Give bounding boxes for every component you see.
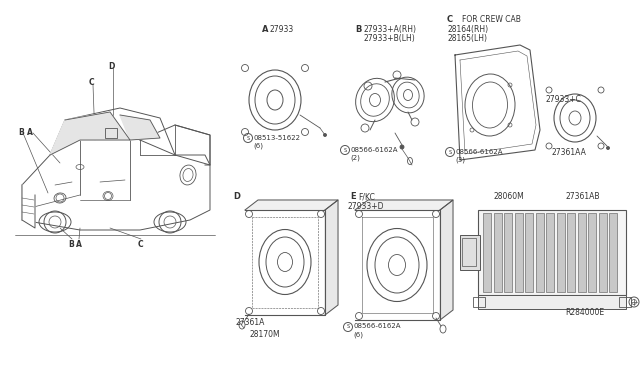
Polygon shape xyxy=(140,125,210,165)
Bar xyxy=(460,235,480,270)
Circle shape xyxy=(607,147,609,150)
Text: 27933+B(LH): 27933+B(LH) xyxy=(363,34,415,43)
Text: 27933: 27933 xyxy=(270,25,294,34)
Bar xyxy=(478,295,626,309)
Text: F/KC: F/KC xyxy=(358,192,375,201)
Bar xyxy=(567,213,575,292)
Bar xyxy=(598,213,607,292)
Polygon shape xyxy=(440,200,453,320)
Bar xyxy=(462,238,476,266)
Polygon shape xyxy=(355,210,440,320)
Bar xyxy=(577,213,586,292)
Text: 28170M: 28170M xyxy=(250,330,280,339)
Text: (3): (3) xyxy=(456,156,465,163)
Text: E: E xyxy=(350,192,356,201)
Text: S: S xyxy=(449,150,452,154)
Text: 08513-51622: 08513-51622 xyxy=(253,135,301,141)
Bar xyxy=(473,297,485,307)
Text: B: B xyxy=(18,128,24,137)
Polygon shape xyxy=(50,112,130,155)
Text: S: S xyxy=(344,148,347,153)
Polygon shape xyxy=(245,210,325,315)
Text: C: C xyxy=(138,240,143,249)
Circle shape xyxy=(323,134,326,137)
Text: 08566-6162A: 08566-6162A xyxy=(353,324,401,330)
Text: 27361AA: 27361AA xyxy=(552,148,587,157)
Text: (6): (6) xyxy=(253,142,264,148)
Text: 27361A: 27361A xyxy=(236,318,266,327)
Text: A: A xyxy=(262,25,269,34)
Text: (2): (2) xyxy=(351,154,360,160)
Polygon shape xyxy=(355,200,453,210)
Text: R284000E: R284000E xyxy=(565,308,604,317)
Bar xyxy=(536,213,543,292)
Text: (6): (6) xyxy=(353,331,364,337)
Text: C: C xyxy=(89,78,95,87)
Text: C: C xyxy=(447,15,453,24)
Polygon shape xyxy=(22,140,210,230)
Text: 08566-6162A: 08566-6162A xyxy=(351,147,398,153)
Text: 27933+C: 27933+C xyxy=(545,95,581,104)
Bar xyxy=(525,213,533,292)
Text: D: D xyxy=(233,192,240,201)
Bar xyxy=(504,213,512,292)
Bar xyxy=(546,213,554,292)
Polygon shape xyxy=(50,108,175,155)
Text: B: B xyxy=(68,240,74,249)
Text: 28165(LH): 28165(LH) xyxy=(447,34,487,43)
Bar xyxy=(478,210,626,295)
Bar xyxy=(609,213,617,292)
Text: S: S xyxy=(346,324,349,330)
Polygon shape xyxy=(245,200,338,210)
Text: 08566-6162A: 08566-6162A xyxy=(456,148,503,154)
Bar xyxy=(483,213,491,292)
Polygon shape xyxy=(455,45,540,160)
Text: 28164(RH): 28164(RH) xyxy=(447,25,488,34)
Polygon shape xyxy=(22,185,35,228)
Polygon shape xyxy=(120,115,160,140)
Text: 27361AB: 27361AB xyxy=(565,192,600,201)
Circle shape xyxy=(400,145,404,149)
Text: B: B xyxy=(355,25,362,34)
Text: S: S xyxy=(246,135,250,141)
Text: A: A xyxy=(27,128,33,137)
Bar xyxy=(557,213,564,292)
Polygon shape xyxy=(325,200,338,315)
Bar xyxy=(588,213,596,292)
Text: 27933+A(RH): 27933+A(RH) xyxy=(363,25,416,34)
Text: FOR CREW CAB: FOR CREW CAB xyxy=(462,15,521,24)
Text: A: A xyxy=(76,240,82,249)
Text: D: D xyxy=(108,62,115,71)
Text: 28060M: 28060M xyxy=(494,192,525,201)
Bar xyxy=(105,128,117,138)
Text: 27933+D: 27933+D xyxy=(348,202,385,211)
Bar xyxy=(493,213,502,292)
Bar xyxy=(619,297,631,307)
Bar xyxy=(515,213,522,292)
